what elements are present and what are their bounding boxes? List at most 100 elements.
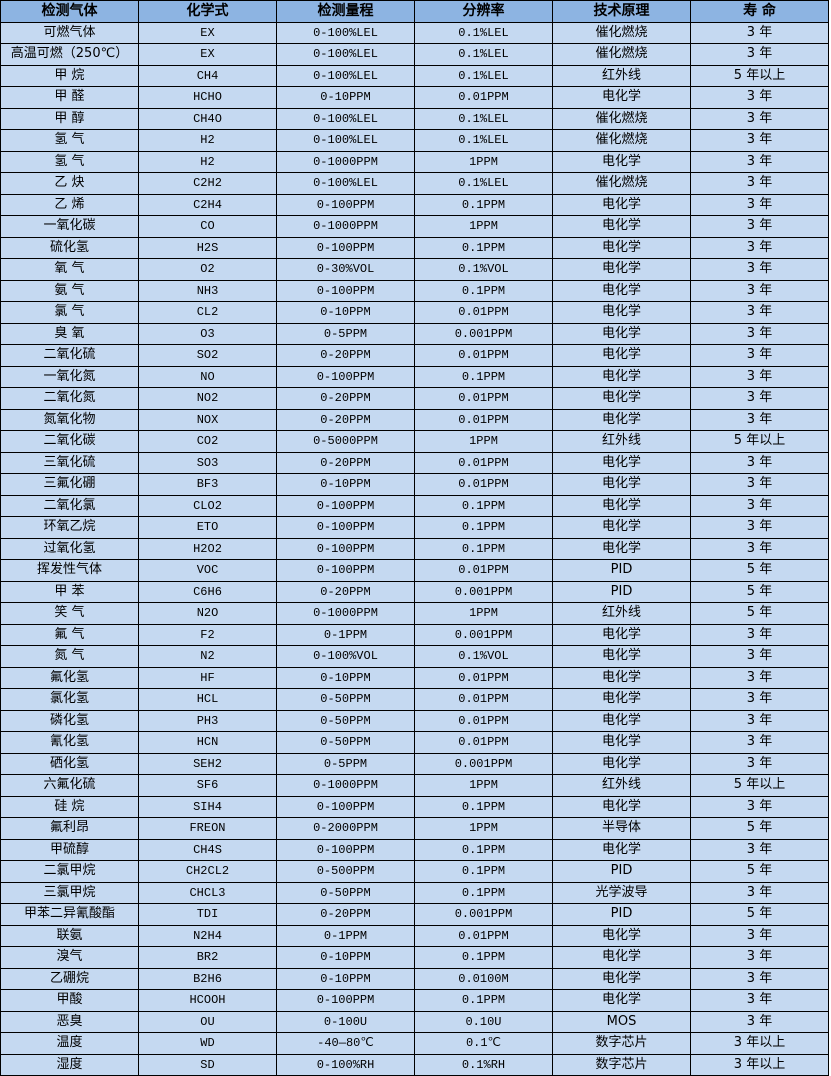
resolution-cell: 0.01PPM: [414, 86, 553, 109]
range-cell: 0-100PPM: [276, 365, 415, 388]
range-cell: 0-10PPM: [276, 301, 415, 324]
range-cell: 0-10PPM: [276, 473, 415, 496]
formula-cell: EX: [138, 21, 277, 44]
table-row: 氰化氢 HCN 0-50PPM 0.01PPM 电化学 3 年: [0, 731, 829, 754]
principle-cell: 数字芯片: [552, 1053, 691, 1076]
formula-cell: C2H4: [138, 193, 277, 216]
principle-cell: 半导体: [552, 817, 691, 840]
table-row: 三氯甲烷 CHCL3 0-50PPM 0.1PPM 光学波导 3 年: [0, 881, 829, 904]
lifespan-cell: 5 年: [690, 602, 829, 625]
range-cell: 0-100%LEL: [276, 129, 415, 152]
table-row: 氟利昂 FREON 0-2000PPM 1PPM 半导体 5 年: [0, 817, 829, 840]
table-row: 笑 气 N2O 0-1000PPM 1PPM 红外线 5 年: [0, 602, 829, 625]
resolution-cell: 0.10U: [414, 1010, 553, 1033]
table-row: 硅 烷 SIH4 0-100PPM 0.1PPM 电化学 3 年: [0, 795, 829, 818]
table-row: 硫化氢 H2S 0-100PPM 0.1PPM 电化学 3 年: [0, 236, 829, 259]
table-row: 甲硫醇 CH4S 0-100PPM 0.1PPM 电化学 3 年: [0, 838, 829, 861]
lifespan-cell: 3 年: [690, 623, 829, 646]
table-row: 氯化氢 HCL 0-50PPM 0.01PPM 电化学 3 年: [0, 688, 829, 711]
lifespan-cell: 3 年: [690, 279, 829, 302]
principle-cell: 催化燃烧: [552, 129, 691, 152]
table-row: 甲 醛 HCHO 0-10PPM 0.01PPM 电化学 3 年: [0, 86, 829, 109]
header-principle: 技术原理: [552, 0, 691, 23]
range-cell: 0-100%RH: [276, 1053, 415, 1076]
principle-cell: MOS: [552, 1010, 691, 1033]
range-cell: 0-5PPM: [276, 322, 415, 345]
formula-cell: SO3: [138, 451, 277, 474]
formula-cell: NH3: [138, 279, 277, 302]
range-cell: 0-5000PPM: [276, 430, 415, 453]
gas-name-cell: 恶臭: [0, 1010, 139, 1033]
gas-name-cell: 甲 醇: [0, 107, 139, 130]
formula-cell: CH4S: [138, 838, 277, 861]
lifespan-cell: 5 年: [690, 559, 829, 582]
gas-name-cell: 氰化氢: [0, 731, 139, 754]
table-row: 甲酸 HCOOH 0-100PPM 0.1PPM 电化学 3 年: [0, 989, 829, 1012]
lifespan-cell: 3 年: [690, 408, 829, 431]
principle-cell: 电化学: [552, 473, 691, 496]
principle-cell: 电化学: [552, 150, 691, 173]
lifespan-cell: 3 年: [690, 645, 829, 668]
gas-name-cell: 高温可燃（250℃）: [0, 43, 139, 66]
header-formula: 化学式: [138, 0, 277, 23]
gas-name-cell: 甲硫醇: [0, 838, 139, 861]
header-gas: 检测气体: [0, 0, 139, 23]
lifespan-cell: 3 年: [690, 881, 829, 904]
range-cell: -40—80℃: [276, 1032, 415, 1055]
lifespan-cell: 3 年: [690, 731, 829, 754]
gas-name-cell: 二氧化碳: [0, 430, 139, 453]
formula-cell: NO: [138, 365, 277, 388]
principle-cell: 催化燃烧: [552, 172, 691, 195]
gas-name-cell: 甲 烷: [0, 64, 139, 87]
table-row: 一氧化碳 CO 0-1000PPM 1PPM 电化学 3 年: [0, 215, 829, 238]
resolution-cell: 0.001PPM: [414, 580, 553, 603]
resolution-cell: 0.1PPM: [414, 279, 553, 302]
gas-name-cell: 三氯甲烷: [0, 881, 139, 904]
principle-cell: 电化学: [552, 279, 691, 302]
gas-name-cell: 甲酸: [0, 989, 139, 1012]
principle-cell: 红外线: [552, 430, 691, 453]
gas-name-cell: 甲 醛: [0, 86, 139, 109]
range-cell: 0-1000PPM: [276, 150, 415, 173]
principle-cell: 催化燃烧: [552, 43, 691, 66]
gas-name-cell: 二氧化硫: [0, 344, 139, 367]
gas-name-cell: 硅 烷: [0, 795, 139, 818]
formula-cell: SO2: [138, 344, 277, 367]
table-row: 高温可燃（250℃） EX 0-100%LEL 0.1%LEL 催化燃烧 3 年: [0, 43, 829, 66]
range-cell: 0-500PPM: [276, 860, 415, 883]
resolution-cell: 0.001PPM: [414, 752, 553, 775]
resolution-cell: 0.1%LEL: [414, 43, 553, 66]
resolution-cell: 0.01PPM: [414, 688, 553, 711]
principle-cell: 电化学: [552, 344, 691, 367]
lifespan-cell: 3 年: [690, 86, 829, 109]
principle-cell: 红外线: [552, 774, 691, 797]
resolution-cell: 0.01PPM: [414, 344, 553, 367]
table-row: 三氟化硼 BF3 0-10PPM 0.01PPM 电化学 3 年: [0, 473, 829, 496]
resolution-cell: 0.1℃: [414, 1032, 553, 1055]
principle-cell: 电化学: [552, 301, 691, 324]
principle-cell: PID: [552, 860, 691, 883]
lifespan-cell: 5 年以上: [690, 774, 829, 797]
table-row: 甲 烷 CH4 0-100%LEL 0.1%LEL 红外线 5 年以上: [0, 64, 829, 87]
principle-cell: 电化学: [552, 236, 691, 259]
table-row: 二氯甲烷 CH2CL2 0-500PPM 0.1PPM PID 5 年: [0, 860, 829, 883]
range-cell: 0-100PPM: [276, 989, 415, 1012]
table-row: 氯 气 CL2 0-10PPM 0.01PPM 电化学 3 年: [0, 301, 829, 324]
table-row: 硒化氢 SEH2 0-5PPM 0.001PPM 电化学 3 年: [0, 752, 829, 775]
range-cell: 0-100%VOL: [276, 645, 415, 668]
lifespan-cell: 3 年以上: [690, 1032, 829, 1055]
resolution-cell: 0.1%LEL: [414, 64, 553, 87]
table-row: 氧 气 O2 0-30%VOL 0.1%VOL 电化学 3 年: [0, 258, 829, 281]
table-row: 磷化氢 PH3 0-50PPM 0.01PPM 电化学 3 年: [0, 709, 829, 732]
range-cell: 0-20PPM: [276, 344, 415, 367]
principle-cell: 红外线: [552, 64, 691, 87]
gas-name-cell: 二氧化氮: [0, 387, 139, 410]
range-cell: 0-100%LEL: [276, 107, 415, 130]
range-cell: 0-50PPM: [276, 688, 415, 711]
resolution-cell: 0.1PPM: [414, 881, 553, 904]
formula-cell: BF3: [138, 473, 277, 496]
formula-cell: C2H2: [138, 172, 277, 195]
principle-cell: 电化学: [552, 537, 691, 560]
principle-cell: 电化学: [552, 193, 691, 216]
range-cell: 0-1PPM: [276, 623, 415, 646]
